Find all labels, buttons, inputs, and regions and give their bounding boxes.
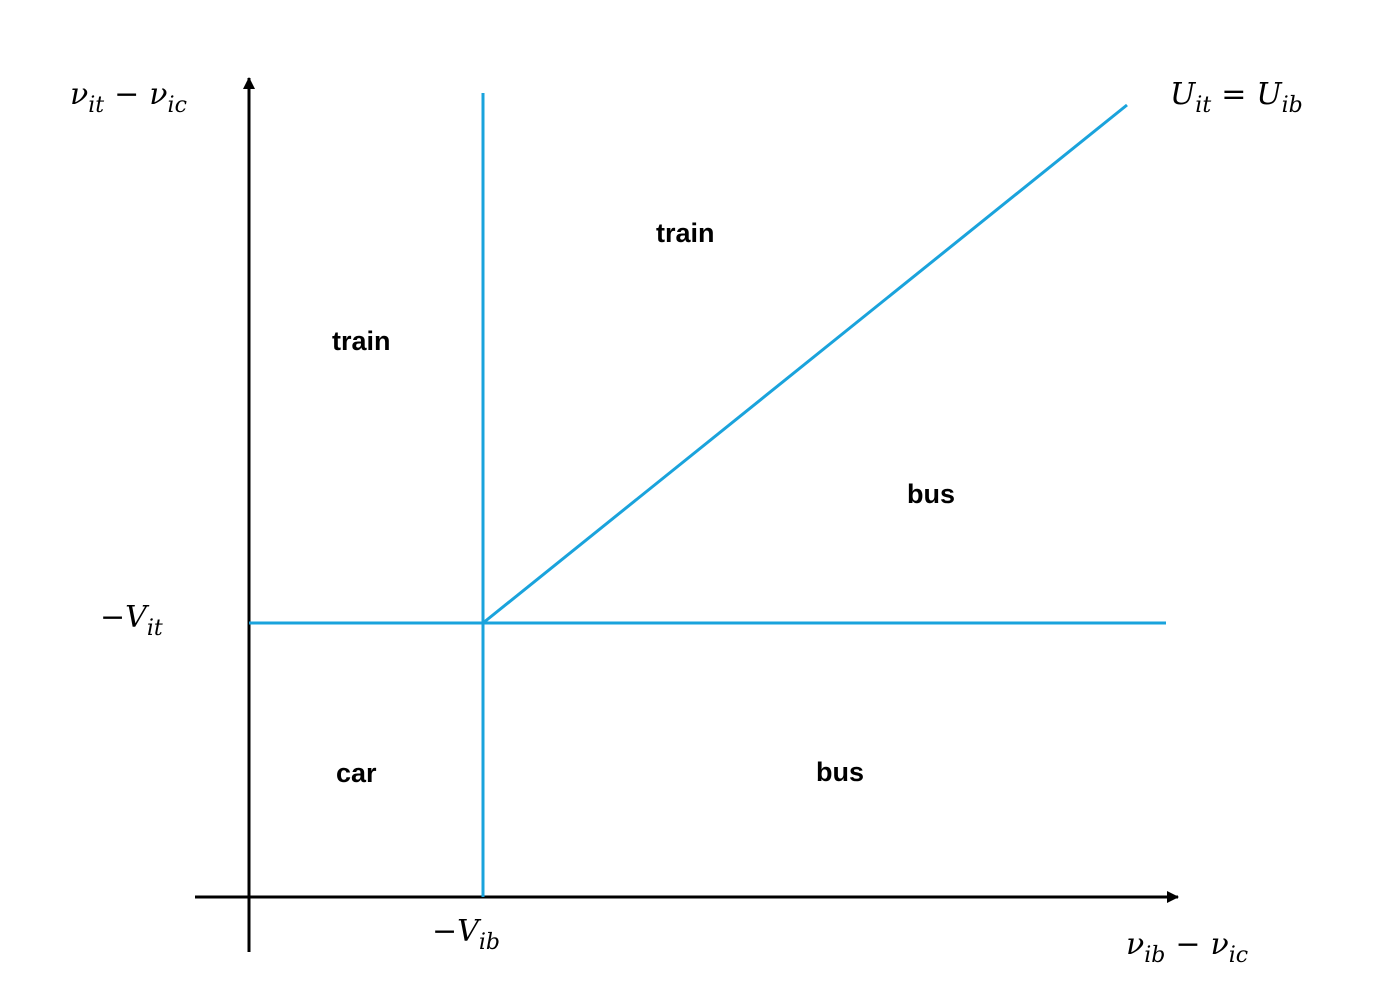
y-threshold-label: −Vit <box>100 600 163 641</box>
x-axis-label: νib − νic <box>1126 927 1248 968</box>
region-label-bus-lower-right: bus <box>816 757 864 787</box>
region-label-car: car <box>336 758 377 788</box>
diagonal-line-label: Uit = Uib <box>1170 77 1303 118</box>
region-label-bus-right: bus <box>907 479 955 509</box>
y-axis-label: νit − νic <box>70 77 187 118</box>
region-label-train-upper-left: train <box>332 326 391 356</box>
diagonal-indifference-line <box>482 103 1128 625</box>
region-label-train-upper-right: train <box>656 218 715 248</box>
x-threshold-label: −Vib <box>432 914 500 955</box>
